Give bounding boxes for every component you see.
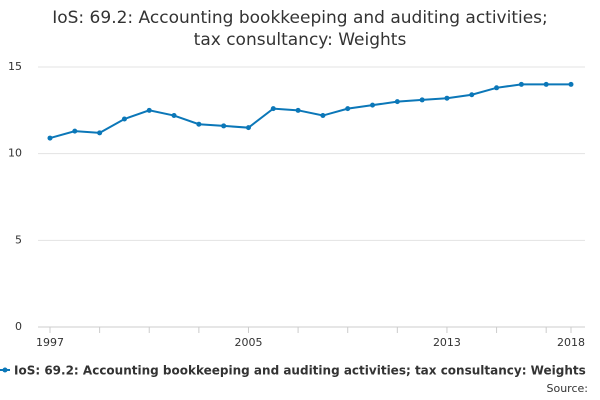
point xyxy=(394,99,400,105)
point xyxy=(146,107,152,113)
point xyxy=(72,128,78,134)
source: Source: xyxy=(547,382,589,395)
point xyxy=(444,95,450,101)
point xyxy=(370,102,376,108)
chart-title-1: IoS: 69.2: Accounting bookkeeping and au… xyxy=(52,8,548,28)
point xyxy=(245,125,251,131)
point xyxy=(171,113,177,119)
y-tick-label: 0 xyxy=(15,320,22,333)
point xyxy=(121,116,127,122)
point xyxy=(295,107,301,113)
point xyxy=(270,106,276,112)
x-tick-label: 2013 xyxy=(433,336,461,349)
point xyxy=(469,92,475,98)
point xyxy=(419,97,425,103)
point xyxy=(196,121,202,127)
point xyxy=(518,81,524,87)
line xyxy=(49,83,571,140)
y-tick-label: 15 xyxy=(8,60,22,73)
point xyxy=(568,81,574,87)
x-tick-label: 2018 xyxy=(557,336,585,349)
y-tick-label: 5 xyxy=(15,233,22,246)
x-tick-label: 2005 xyxy=(234,336,262,349)
legend-marker xyxy=(2,367,8,373)
point xyxy=(543,81,549,87)
point xyxy=(345,106,351,112)
point xyxy=(97,130,103,136)
point xyxy=(494,85,500,91)
chart-title-2: tax consultancy: Weights xyxy=(194,30,407,50)
y-tick-label: 10 xyxy=(8,147,22,160)
point xyxy=(221,123,227,129)
point xyxy=(47,135,53,141)
point xyxy=(320,113,326,119)
legend-label: IoS: 69.2: Accounting bookkeeping and au… xyxy=(14,364,586,378)
x-tick-label: 1997 xyxy=(36,336,64,349)
